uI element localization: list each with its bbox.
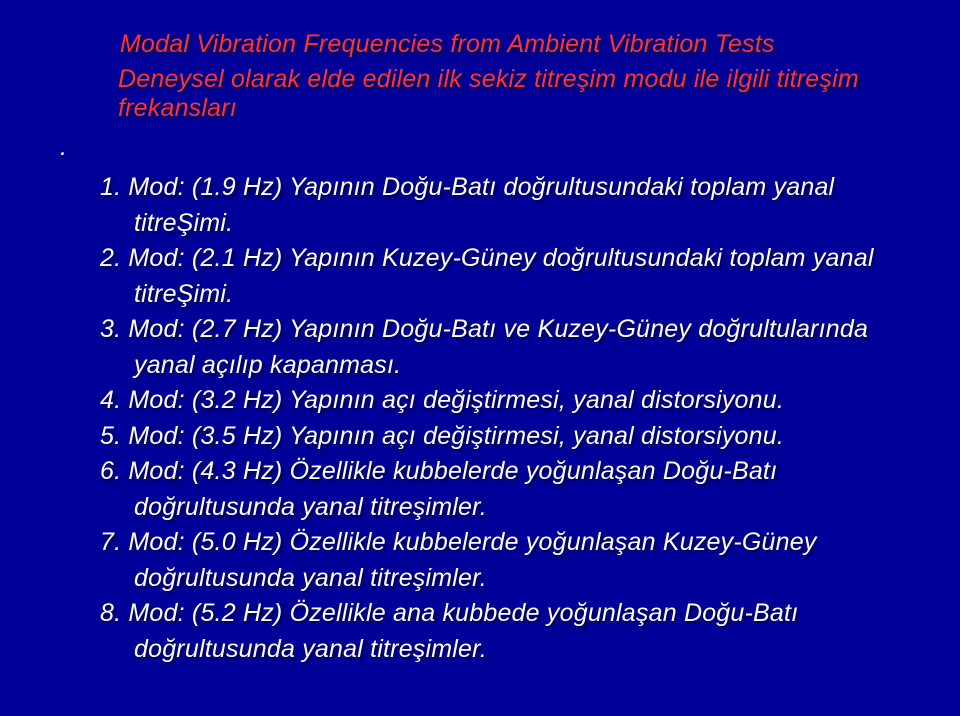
slide: Modal Vibration Frequencies from Ambient… <box>0 0 960 716</box>
list-item: 3. Mod: (2.7 Hz) Yapının Doğu-Batı ve Ku… <box>134 312 900 383</box>
list-item: 2. Mod: (2.1 Hz) Yapının Kuzey-Güney doğ… <box>134 241 900 312</box>
list-item: 7. Mod: (5.0 Hz) Özellikle kubbelerde yo… <box>134 525 900 596</box>
list-item: 8. Mod: (5.2 Hz) Özellikle ana kubbede y… <box>134 596 900 667</box>
bullet-marker: . <box>60 133 900 162</box>
list-item: 1. Mod: (1.9 Hz) Yapının Doğu-Batı doğru… <box>134 170 900 241</box>
slide-subtitle: Deneysel olarak elde edilen ilk sekiz ti… <box>118 65 900 123</box>
slide-title: Modal Vibration Frequencies from Ambient… <box>120 30 900 59</box>
mode-list: 1. Mod: (1.9 Hz) Yapının Doğu-Batı doğru… <box>100 170 900 667</box>
list-item: 5. Mod: (3.5 Hz) Yapının açı değiştirmes… <box>134 419 900 455</box>
list-item: 6. Mod: (4.3 Hz) Özellikle kubbelerde yo… <box>134 454 900 525</box>
list-item: 4. Mod: (3.2 Hz) Yapının açı değiştirmes… <box>134 383 900 419</box>
